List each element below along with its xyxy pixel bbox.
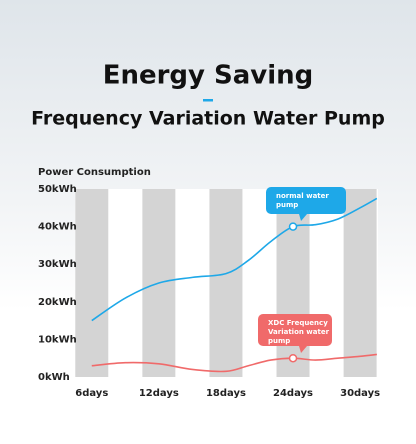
callout: [258, 314, 332, 346]
x-tick-label: 24days: [273, 388, 313, 399]
line: [91, 197, 378, 322]
callout: [266, 187, 346, 214]
x-tick-label: 30days: [340, 388, 380, 399]
x-tick-label: 18days: [206, 388, 246, 399]
y-tick-label: 40kWh: [38, 222, 77, 233]
callout-pointer: [299, 346, 308, 353]
y-tick-label: 10kWh: [38, 334, 77, 345]
point-marker: [288, 353, 298, 363]
y-tick-label: 30kWh: [38, 259, 77, 270]
x-tick-label: 6days: [75, 388, 108, 399]
stripe: [343, 189, 377, 377]
y-tick-label: 0kWh: [38, 372, 70, 383]
x-tick-label: 12days: [139, 388, 179, 399]
chart-subtitle: Frequency Variation Water Pump: [31, 108, 385, 130]
divider: [203, 99, 213, 102]
y-tick-label: 20kWh: [38, 297, 77, 308]
stripe: [209, 189, 243, 377]
callout-pointer: [299, 214, 308, 221]
line: [91, 353, 377, 373]
point-marker: [288, 222, 298, 231]
stripe: [75, 189, 109, 377]
chart-title: Energy Saving: [103, 61, 314, 91]
legend-label: normal water pump: [276, 192, 329, 209]
y-axis-label: Power Consumption: [38, 167, 151, 178]
legend-label: XDC Frequency Variation water pump: [268, 319, 330, 345]
y-tick-label: 50kWh: [38, 184, 77, 195]
